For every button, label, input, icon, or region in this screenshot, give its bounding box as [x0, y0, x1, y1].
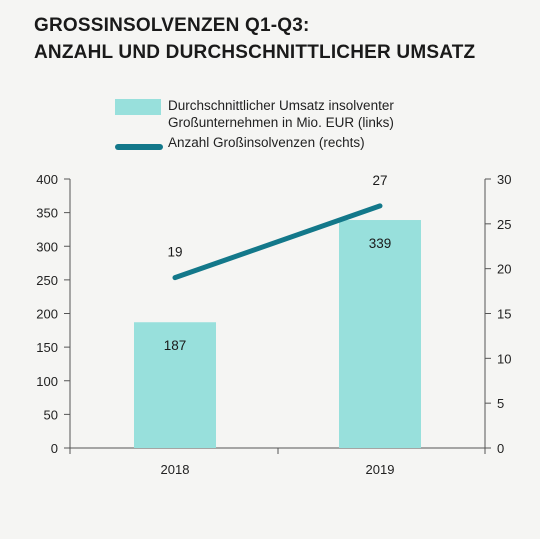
legend-swatch-line — [115, 144, 163, 150]
legend-label-line: Anzahl Großinsolvenzen (rechts) — [168, 135, 365, 150]
bar — [134, 322, 216, 448]
y-right-tick-label: 0 — [497, 441, 504, 456]
y-right-tick-label: 10 — [497, 351, 511, 366]
y-left-tick-label: 300 — [36, 239, 58, 254]
bars — [134, 220, 421, 448]
legend-label-bar-line2: Großunternehmen in Mio. EUR (links) — [168, 115, 394, 130]
series-line — [172, 203, 383, 281]
data-labels: 187 339 19 27 — [164, 173, 392, 353]
y-right-tick-label: 30 — [497, 172, 511, 187]
chart-title: GROSSINSOLVENZEN Q1-Q3: ANZAHL UND DURCH… — [34, 12, 475, 66]
y-left-tick-label: 400 — [36, 172, 58, 187]
line-value-label: 27 — [372, 173, 387, 188]
y-right-tick-label: 20 — [497, 262, 511, 277]
legend-label-bar-line1: Durchschnittlicher Umsatz insolventer — [168, 98, 394, 113]
y-left-tick-label: 250 — [36, 273, 58, 288]
y-left-tick-label: 350 — [36, 206, 58, 221]
bar-value-label: 187 — [164, 338, 187, 353]
bar — [339, 220, 421, 448]
y-right-tick-label: 25 — [497, 217, 511, 232]
x-tick-label: 2019 — [366, 462, 395, 477]
y-left-tick-label: 150 — [36, 340, 58, 355]
chart-title-line1: GROSSINSOLVENZEN Q1-Q3: — [34, 15, 310, 36]
chart-title-line2: ANZAHL UND DURCHSCHNITTLICHER UMSATZ — [34, 42, 476, 63]
bar-value-label: 339 — [369, 236, 392, 251]
y-left-tick-label: 200 — [36, 307, 58, 322]
x-tick-label: 2018 — [161, 462, 190, 477]
y-left-tick-label: 50 — [44, 407, 58, 422]
y-right-tick-label: 15 — [497, 307, 511, 322]
y-right-tick-label: 5 — [497, 396, 504, 411]
line-value-label: 19 — [167, 245, 182, 260]
y-left-tick-label: 100 — [36, 374, 58, 389]
line-series — [172, 203, 383, 281]
y-left-tick-label: 0 — [51, 441, 58, 456]
axes: 0 50 100 150 200 250 300 350 400 0 5 10 15 20 25 30 2018… — [36, 172, 511, 477]
legend-swatch-bar — [115, 99, 161, 115]
